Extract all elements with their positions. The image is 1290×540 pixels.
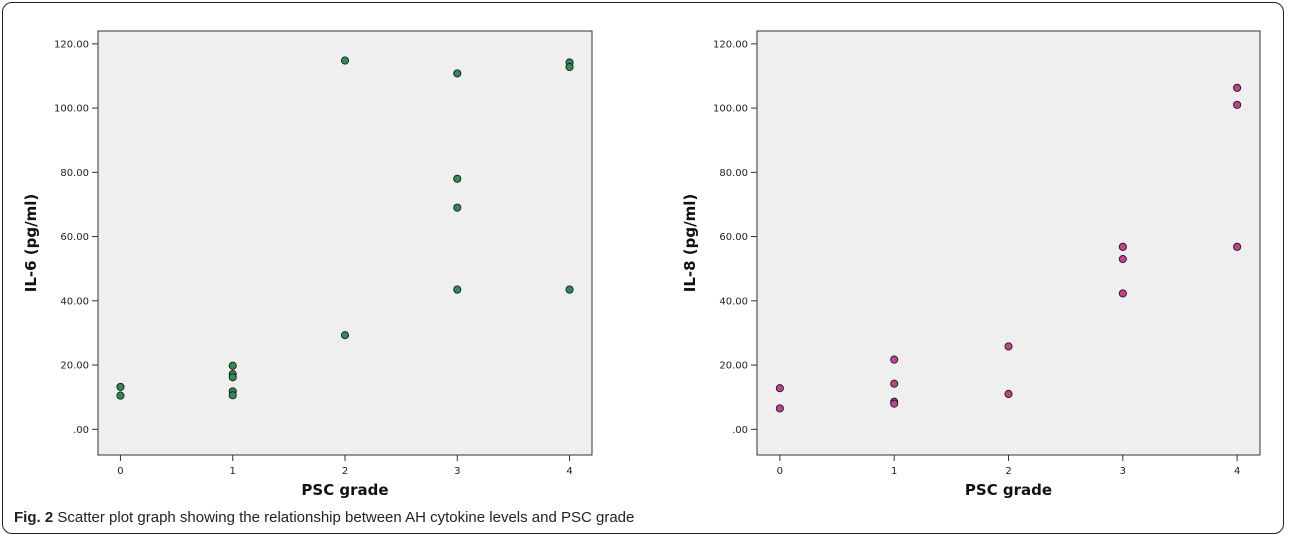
il6-y-tick-label: 40.00 bbox=[60, 296, 89, 307]
il8-y-tick-label: 80.00 bbox=[719, 168, 748, 179]
il6-x-tick-label: 2 bbox=[342, 466, 348, 477]
il6-data-point bbox=[228, 373, 237, 382]
il6-y-tick-label: 100.00 bbox=[54, 104, 89, 115]
il8-y-axis-title: IL-8 (pg/ml) bbox=[681, 194, 699, 292]
il8-data-point bbox=[890, 379, 899, 388]
il6-data-point bbox=[565, 62, 574, 72]
il8-data-point bbox=[1233, 100, 1242, 109]
figure-label: Fig. 2 bbox=[14, 509, 54, 526]
il8-x-tick-label: 4 bbox=[1234, 466, 1240, 477]
il6-plot-area bbox=[97, 30, 593, 456]
il6-y-tick-label: 60.00 bbox=[60, 232, 89, 243]
il6-y-tick-label: 20.00 bbox=[60, 361, 89, 372]
il6-data-point bbox=[116, 391, 125, 400]
il6-x-axis-title: PSC grade bbox=[301, 481, 388, 499]
figure-frame bbox=[2, 2, 1284, 534]
il8-y-tick-label: .00 bbox=[732, 425, 748, 436]
caption-text: Scatter plot graph showing the relations… bbox=[57, 509, 635, 526]
il8-data-point bbox=[775, 404, 784, 413]
il6-y-tick-label: 80.00 bbox=[60, 168, 89, 179]
il6-x-tick-label: 4 bbox=[566, 466, 572, 477]
il8-data-point bbox=[1118, 289, 1127, 298]
il8-scatter-chart: .00 20.00 40.00 60.00 80.00 100.00 120.00 0 1 2 3 4… bbox=[681, 30, 1261, 499]
il8-y-tick-label: 100.00 bbox=[713, 104, 748, 115]
il8-plot-area bbox=[756, 30, 1261, 456]
il6-data-point bbox=[453, 285, 462, 294]
il6-y-tick-label: .00 bbox=[73, 425, 89, 436]
il6-data-point bbox=[453, 203, 462, 212]
il6-data-point bbox=[340, 331, 350, 340]
il8-data-point bbox=[775, 384, 784, 393]
il8-data-point bbox=[1233, 242, 1242, 251]
il8-data-point bbox=[1118, 255, 1127, 264]
il8-data-point bbox=[890, 399, 899, 408]
il6-x-tick-label: 3 bbox=[454, 466, 460, 477]
il8-y-tick-label: 20.00 bbox=[719, 361, 748, 372]
il8-data-point bbox=[1118, 242, 1127, 251]
il6-data-point bbox=[116, 382, 125, 391]
il8-x-axis-title: PSC grade bbox=[965, 481, 1052, 499]
il8-y-tick-label: 40.00 bbox=[719, 296, 748, 307]
il8-data-point bbox=[1233, 83, 1242, 92]
il6-x-tick-label: 1 bbox=[230, 466, 236, 477]
il6-y-axis-title: IL-6 (pg/ml) bbox=[22, 194, 40, 292]
il8-data-point bbox=[1004, 389, 1013, 399]
il8-y-tick-label: 120.00 bbox=[713, 39, 748, 50]
il6-data-point bbox=[228, 361, 237, 370]
il6-data-point bbox=[340, 56, 350, 65]
il8-x-tick-label: 3 bbox=[1120, 466, 1126, 477]
il6-data-point bbox=[565, 285, 574, 294]
il6-data-point bbox=[453, 174, 462, 183]
il6-data-point bbox=[228, 391, 237, 400]
figure-caption: Fig. 2 Scatter plot graph showing the re… bbox=[14, 509, 634, 526]
il6-data-point bbox=[453, 69, 462, 78]
il8-data-point bbox=[890, 355, 899, 364]
il8-x-tick-label: 0 bbox=[777, 466, 783, 477]
il6-x-tick-label: 0 bbox=[117, 466, 123, 477]
il6-scatter-chart: .00 20.00 40.00 60.00 80.00 100.00 120.00 0 1 2 3 4… bbox=[22, 30, 593, 499]
il8-data-point bbox=[1004, 342, 1013, 351]
il8-x-tick-label: 1 bbox=[891, 466, 897, 477]
il8-y-tick-label: 60.00 bbox=[719, 232, 748, 243]
il6-y-tick-label: 120.00 bbox=[54, 39, 89, 50]
il8-x-tick-label: 2 bbox=[1005, 466, 1011, 477]
